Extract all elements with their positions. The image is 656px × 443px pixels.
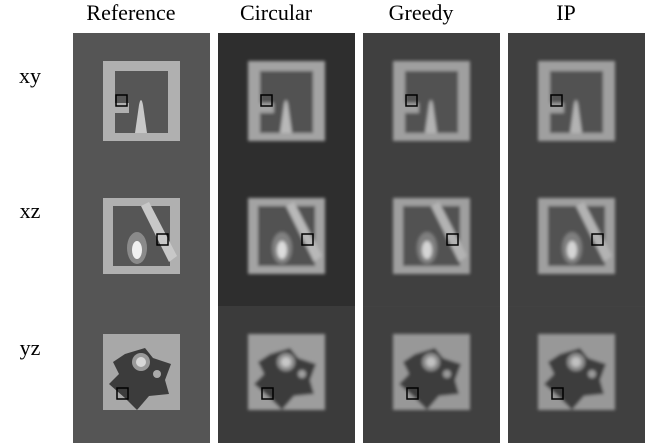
phantom xyxy=(248,61,325,141)
image-panel xyxy=(363,170,500,307)
column-header: Circular xyxy=(240,0,313,25)
image-panel xyxy=(103,61,180,141)
image-panel xyxy=(508,33,645,170)
row-label: yz xyxy=(20,335,41,360)
image-panel xyxy=(218,33,355,170)
image-panel xyxy=(103,198,180,274)
image-panel xyxy=(103,334,180,410)
phantom xyxy=(103,334,180,410)
column-header: Reference xyxy=(86,0,175,25)
image-panel xyxy=(363,306,500,443)
row-label: xy xyxy=(19,63,41,88)
image-panel xyxy=(218,170,355,307)
phantom xyxy=(393,334,470,410)
phantom xyxy=(103,61,180,141)
column-header: Greedy xyxy=(389,0,454,25)
phantom xyxy=(538,334,615,410)
image-panel xyxy=(218,306,355,443)
column-header: IP xyxy=(556,0,576,25)
phantom xyxy=(248,334,325,410)
image-panel xyxy=(508,170,645,307)
image-panel xyxy=(363,33,500,170)
phantom xyxy=(393,61,470,141)
row-label: xz xyxy=(20,198,41,223)
image-panel xyxy=(508,306,645,443)
figure: Reference Circular Greedy IP xy xz yz xyxy=(0,0,656,443)
phantom xyxy=(538,61,615,141)
image-grid xyxy=(73,33,645,443)
